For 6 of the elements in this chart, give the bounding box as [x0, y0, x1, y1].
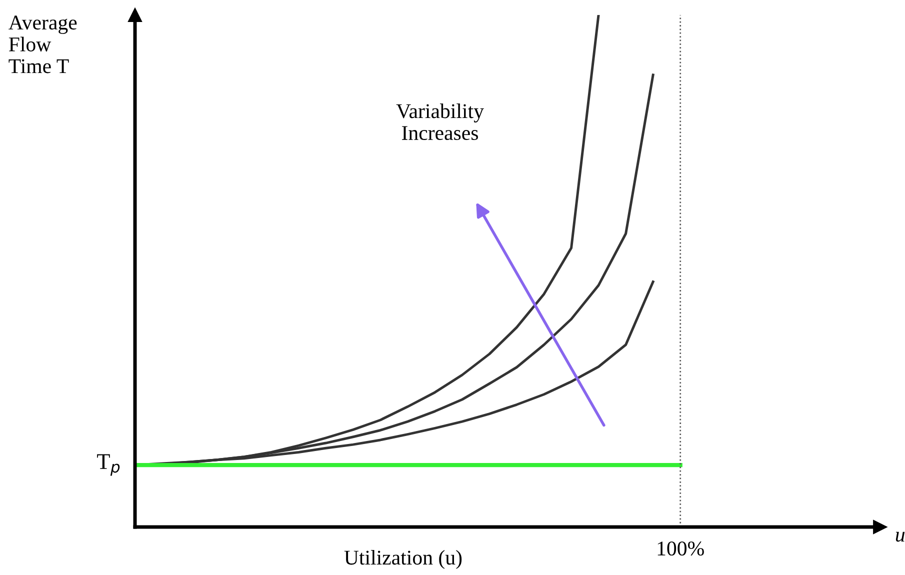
text: u	[896, 532, 905, 542]
x-axis-title: Utilization (u)	[344, 550, 462, 569]
y-axis-title: Average Flow Time T	[8, 16, 77, 74]
text: T$_{p}$	[97, 454, 120, 476]
text: 100%	[658, 541, 704, 556]
annotation: Variability Increases	[396, 104, 484, 140]
